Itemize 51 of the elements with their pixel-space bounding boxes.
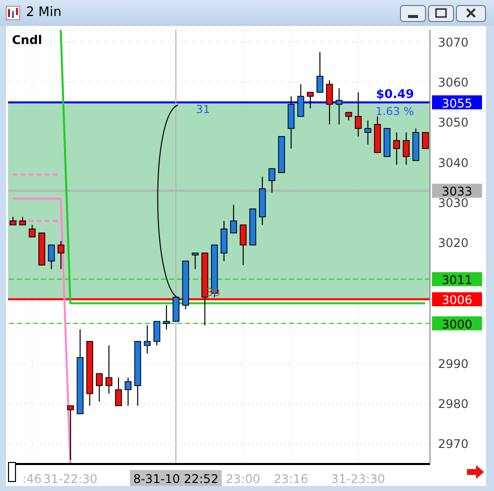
x-tick-label: 8-31-10 22:52 (133, 472, 218, 486)
y-tick-label: 3050 (438, 116, 469, 130)
candlestick (28, 224, 36, 238)
y-tick-label: 2970 (438, 437, 469, 452)
candlestick (422, 132, 429, 149)
candlestick (326, 80, 333, 125)
candlestick (364, 120, 372, 146)
candlestick (268, 168, 276, 194)
annotation: 1.63 % (376, 105, 414, 118)
y-tick-label: 2990 (438, 356, 469, 371)
ref-line-label: 3033 (442, 184, 472, 199)
chart-title: 2 Min (26, 5, 62, 20)
candlestick (58, 240, 64, 270)
ref-line-label: 3011 (442, 273, 472, 288)
candlestick (144, 324, 151, 354)
x-tick-label: :46 (22, 472, 42, 486)
ref-line-label: 3000 (442, 317, 472, 332)
candlestick (240, 224, 247, 266)
y-tick-label: 3060 (438, 76, 469, 90)
candlestick (48, 244, 55, 270)
candlestick (402, 132, 410, 166)
y-tick-label: 3030 (438, 196, 469, 210)
annotation: Cndl (12, 33, 42, 47)
annotation: 30 (206, 286, 220, 299)
candlestick (306, 92, 314, 109)
y-tick-label: 3020 (438, 236, 469, 250)
y-tick-label: 3040 (438, 156, 469, 170)
candlestick (336, 88, 342, 125)
candlestick (106, 344, 112, 394)
candlestick (230, 204, 237, 234)
ref-line-label: 3055 (442, 96, 472, 110)
candlestick (115, 377, 122, 406)
candlestick (316, 52, 324, 93)
x-tick-label: 23:00 (226, 472, 260, 486)
candlestick (393, 132, 400, 166)
annotation: $0.49 (376, 87, 414, 101)
x-tick-label: 31-23:30 (330, 472, 386, 486)
x-tick-label: 31-22:30 (43, 472, 98, 486)
ref-line-label: 3006 (442, 293, 472, 308)
candlestick (124, 377, 132, 406)
candlestick (297, 84, 304, 117)
y-tick-label: 3070 (438, 35, 469, 50)
annotation: 31 (196, 103, 210, 116)
candlestick (192, 252, 199, 270)
candlestick (354, 92, 362, 137)
x-tick-label: 23:16 (274, 472, 308, 486)
y-tick-label: 2980 (438, 396, 469, 411)
candlestick (153, 320, 160, 346)
candlestick (67, 405, 74, 460)
candlestick (163, 304, 170, 330)
candlestick (96, 373, 103, 402)
